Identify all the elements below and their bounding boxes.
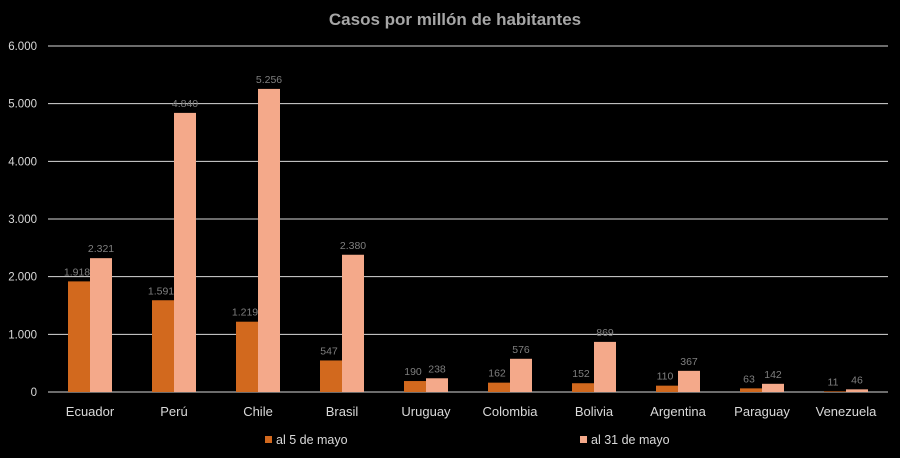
bar <box>678 370 700 392</box>
data-label: 2.321 <box>88 243 114 255</box>
y-tick-label: 4.000 <box>8 156 37 168</box>
data-label: 4.840 <box>172 98 198 110</box>
bar <box>572 383 594 392</box>
x-tick-label: Colombia <box>483 404 539 419</box>
data-label: 5.256 <box>256 74 282 86</box>
bar <box>488 382 510 392</box>
x-tick-label: Ecuador <box>66 404 115 419</box>
data-label: 190 <box>404 366 422 378</box>
x-tick-label: Venezuela <box>816 404 877 419</box>
chart-title: Casos por millón de habitantes <box>329 10 581 29</box>
data-label: 238 <box>428 363 446 375</box>
y-tick-label: 5.000 <box>8 99 37 111</box>
bar <box>68 281 90 392</box>
x-tick-label: Bolivia <box>575 404 614 419</box>
y-tick-label: 1.000 <box>8 329 37 341</box>
data-label: 1.918 <box>64 266 90 278</box>
x-tick-label: Paraguay <box>734 404 790 419</box>
x-tick-label: Argentina <box>650 404 706 419</box>
data-label: 110 <box>657 371 674 383</box>
x-tick-label: Uruguay <box>401 404 451 419</box>
y-tick-label: 6.000 <box>8 41 37 53</box>
bar <box>152 300 174 392</box>
data-label: 1.591 <box>148 285 174 297</box>
bar <box>762 383 784 392</box>
bars <box>68 88 868 393</box>
bar <box>824 391 846 392</box>
bar <box>236 321 258 392</box>
legend-label: al 31 de mayo <box>591 433 670 447</box>
legend: al 5 de mayo al 31 de mayo <box>265 433 670 447</box>
data-label: 11 <box>828 376 839 388</box>
bar <box>174 112 196 392</box>
legend-swatch <box>265 436 272 443</box>
data-label: 63 <box>743 373 755 385</box>
data-label: 576 <box>512 344 530 356</box>
bar <box>426 378 448 392</box>
bar <box>90 258 112 392</box>
data-label: 142 <box>764 369 782 381</box>
data-label: 46 <box>851 374 863 386</box>
y-tick-label: 3.000 <box>8 214 37 226</box>
data-labels: 1.918 2.321 1.591 4.840 1.219 5.256 547 2.380 19… <box>64 74 863 388</box>
x-tick-label: Brasil <box>326 404 359 419</box>
x-tick-label: Perú <box>160 404 187 419</box>
data-label: 162 <box>488 368 506 380</box>
y-axis-ticks: 0 1.000 2.000 3.000 4.000 5.000 6.000 <box>8 41 37 399</box>
bar <box>320 360 342 392</box>
bar <box>258 88 280 393</box>
data-label: 1.219 <box>232 307 258 319</box>
bar <box>846 389 868 392</box>
bar <box>740 388 762 392</box>
x-axis-ticks: Ecuador Perú Chile Brasil Uruguay Colombia Bol… <box>66 404 877 419</box>
bar <box>594 341 616 392</box>
y-tick-label: 0 <box>31 387 37 399</box>
bar <box>656 385 678 392</box>
data-label: 2.380 <box>340 240 366 252</box>
bar <box>510 358 532 392</box>
legend-label: al 5 de mayo <box>276 433 348 447</box>
data-label: 152 <box>572 368 590 380</box>
legend-swatch <box>580 436 587 443</box>
data-label: 547 <box>320 345 338 357</box>
data-label: 869 <box>596 327 614 339</box>
bar <box>342 254 364 392</box>
x-tick-label: Chile <box>243 404 273 419</box>
y-tick-label: 2.000 <box>8 272 37 284</box>
data-label: 367 <box>680 356 698 368</box>
bar <box>404 381 426 392</box>
